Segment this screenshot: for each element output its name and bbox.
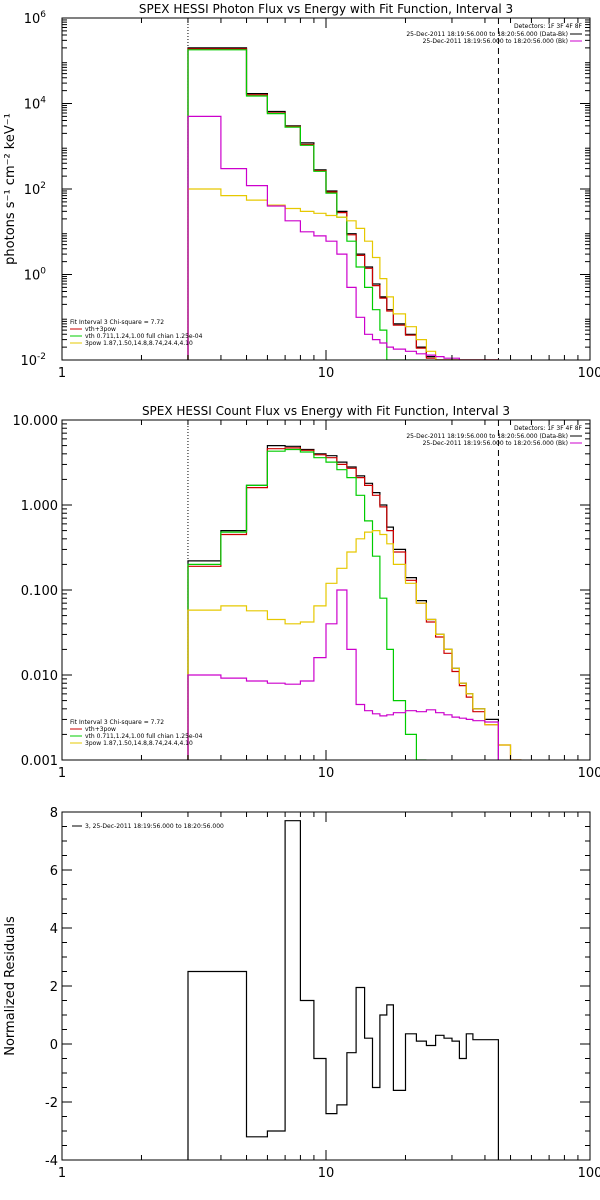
x-tick-label: 10 <box>318 1166 335 1181</box>
y-tick-label: 104 <box>24 96 47 113</box>
y-tick-base: 10 <box>24 98 41 113</box>
legend-bottom-header: Fit Interval 3 Chi-square = 7.72 <box>70 319 164 326</box>
y-axis-label: Normalized Residuals <box>3 916 18 1056</box>
chart-title: SPEX HESSI Count Flux vs Energy with Fit… <box>142 404 510 418</box>
x-tick-label: 10 <box>318 766 335 781</box>
chart-title: SPEX HESSI Photon Flux vs Energy with Fi… <box>139 2 513 16</box>
y-tick-exponent: 0 <box>40 267 46 277</box>
y-tick-base: 10 <box>24 269 41 284</box>
legend-entry-label: 25-Dec-2011 18:19:56.000 to 18:20:56.000… <box>406 31 568 38</box>
y-tick-label: -4 <box>45 1154 58 1169</box>
y-tick-label: 8 <box>50 806 58 821</box>
series-line-4 <box>187 589 499 760</box>
chart-panel-count: SPEX HESSI Count Flux vs Energy with Fit… <box>13 404 600 781</box>
y-tick-label: 0.010 <box>21 669 58 684</box>
y-tick-base: 10 <box>24 12 41 27</box>
y-tick-label: 102 <box>24 181 46 198</box>
y-tick-exponent: 6 <box>40 10 46 20</box>
y-tick-label: 0 <box>50 1038 58 1053</box>
x-tick-label: 1 <box>58 1166 66 1181</box>
series-line-4 <box>187 115 499 360</box>
legend-entry-label: vth 0.711,1.24,1.00 full chian 1.25e-04 <box>85 333 203 340</box>
legend-entry-label: 25-Dec-2011 18:19:56.000 to 18:20:56.000… <box>406 433 568 440</box>
legend-entry-label: vth 0.711,1.24,1.00 full chian 1.25e-04 <box>85 733 203 740</box>
y-tick-exponent: 2 <box>40 181 46 191</box>
legend-entry-label: 3pow 1.87,1.50,14.8,8.74,24.4,4.10 <box>85 340 193 347</box>
legend-entry-label: 3pow 1.87,1.50,14.8,8.74,24.4,4.10 <box>85 740 193 747</box>
x-tick-label: 1 <box>58 366 66 381</box>
legend-entry-label: 25-Dec-2011 18:19:56.000 to 18:20:56.000… <box>423 440 568 447</box>
chart-panel-residuals: 1 10 100 -4 -2 0 2 4 6 8 Normalized Residuals 3, 25… <box>3 806 600 1181</box>
y-tick-exponent: -2 <box>37 352 46 362</box>
series-line-3 <box>187 188 499 360</box>
y-tick-exponent: 4 <box>40 96 46 106</box>
y-tick-label: 10-2 <box>20 352 46 369</box>
y-tick-label: 106 <box>24 10 47 27</box>
legend-top-header: Detectors: 1F 3F 4F 8F <box>514 23 583 30</box>
x-tick-label: 100 <box>578 366 600 381</box>
legend-entry-label: vth+3pow <box>85 326 116 333</box>
series-line-2 <box>187 448 427 760</box>
y-tick-label: 0.100 <box>21 584 58 599</box>
legend-entry-label: 3, 25-Dec-2011 18:19:56.000 to 18:20:56.… <box>85 823 224 830</box>
y-tick-label: -2 <box>45 1096 58 1111</box>
legend-entry-label: 25-Dec-2011 18:19:56.000 to 18:20:56.000… <box>423 38 568 45</box>
legend-top-header: Detectors: 1F 3F 4F 8F <box>514 425 583 432</box>
x-tick-label: 10 <box>318 366 335 381</box>
y-axis-label: photons s⁻¹ cm⁻² keV⁻¹ <box>3 113 18 265</box>
chart-panel-photon: SPEX HESSI Photon Flux vs Energy with Fi… <box>3 2 600 381</box>
series-line-0 <box>187 820 499 1160</box>
x-tick-label: 100 <box>578 766 600 781</box>
y-tick-base: 10 <box>24 183 41 198</box>
legend-entry-label: vth+3pow <box>85 726 116 733</box>
x-tick-label: 100 <box>578 1166 600 1181</box>
y-tick-label: 100 <box>24 267 47 284</box>
legend-bottom-header: Fit Interval 3 Chi-square = 7.72 <box>70 719 164 726</box>
y-tick-label: 0.001 <box>21 754 58 769</box>
series-line-3 <box>187 530 522 760</box>
y-tick-label: 2 <box>50 980 58 995</box>
x-tick-label: 1 <box>58 766 66 781</box>
y-tick-label: 10.000 <box>13 414 59 429</box>
y-tick-label: 6 <box>50 864 58 879</box>
y-tick-label: 1.000 <box>21 499 58 514</box>
y-tick-base: 10 <box>20 354 37 369</box>
y-tick-label: 4 <box>50 922 58 937</box>
